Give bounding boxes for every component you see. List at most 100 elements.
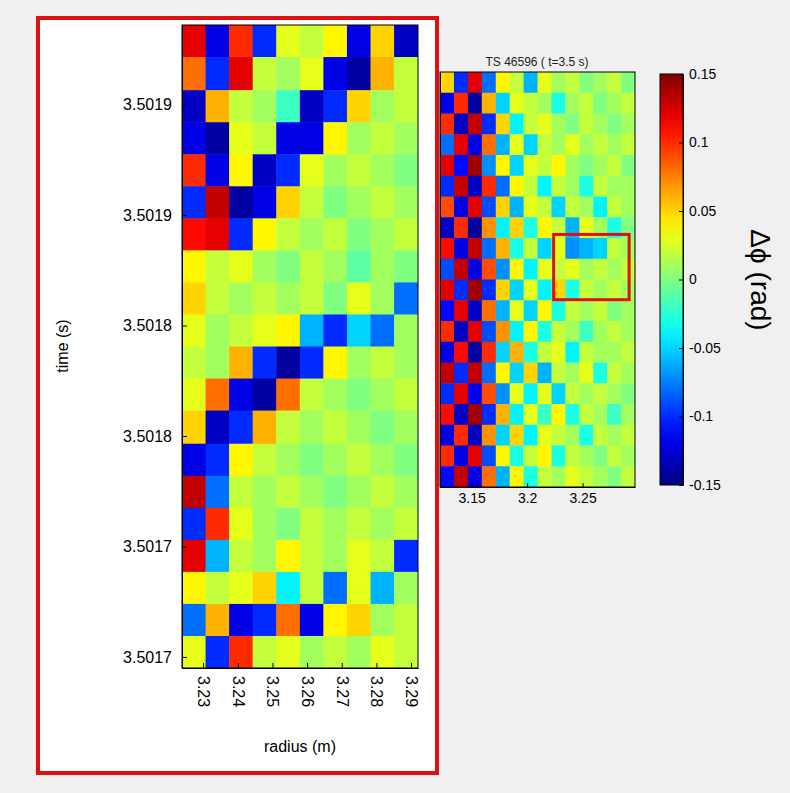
title: TS 46596 ( t=3.5 s) xyxy=(485,55,588,69)
cell xyxy=(182,540,206,573)
cell xyxy=(454,72,468,93)
cell xyxy=(347,379,371,412)
cell xyxy=(593,321,607,342)
cell xyxy=(468,114,482,135)
cell xyxy=(253,508,277,541)
tick: 3.24 xyxy=(230,663,247,707)
cell xyxy=(323,154,347,187)
cell xyxy=(229,540,253,573)
cell xyxy=(440,155,454,176)
tick: 3.5017 xyxy=(123,649,187,666)
cell xyxy=(593,114,607,135)
cell xyxy=(182,25,206,58)
cell xyxy=(253,154,277,187)
cell xyxy=(323,218,347,251)
cell xyxy=(621,197,635,218)
cell xyxy=(621,404,635,425)
tick-mark xyxy=(272,663,273,668)
cell xyxy=(482,72,496,93)
cell xyxy=(206,540,230,573)
cell xyxy=(347,90,371,123)
cell xyxy=(551,155,565,176)
cell xyxy=(551,197,565,218)
cell xyxy=(482,446,496,467)
cell xyxy=(300,572,324,605)
cell xyxy=(253,218,277,251)
cell xyxy=(371,154,395,187)
cell xyxy=(496,259,510,280)
cell xyxy=(454,446,468,467)
cell xyxy=(621,155,635,176)
cell xyxy=(496,404,510,425)
tick-label: 3.28 xyxy=(368,676,385,707)
cell xyxy=(300,508,324,541)
cell xyxy=(323,347,347,380)
tick: -0.15 xyxy=(679,477,721,493)
cell xyxy=(206,379,230,412)
cell xyxy=(454,404,468,425)
cell xyxy=(538,197,552,218)
cell xyxy=(300,218,324,251)
cell xyxy=(538,300,552,321)
cell xyxy=(621,176,635,197)
cell xyxy=(538,466,552,487)
cell xyxy=(206,604,230,637)
cell xyxy=(482,114,496,135)
cell xyxy=(347,154,371,187)
cell xyxy=(593,363,607,384)
cell xyxy=(371,379,395,412)
tick-label: 3.27 xyxy=(334,676,351,707)
axis-line xyxy=(440,73,441,488)
tick: 0.05 xyxy=(679,203,716,219)
cell xyxy=(394,57,418,91)
cell xyxy=(579,404,593,425)
cell xyxy=(621,93,635,114)
cell xyxy=(579,383,593,404)
cell xyxy=(551,114,565,135)
tick: 3.5019 xyxy=(123,207,187,224)
zoom-box xyxy=(554,234,629,299)
axis-title: radius (m) xyxy=(264,738,336,755)
cell xyxy=(621,114,635,135)
axis-title: time (s) xyxy=(54,319,71,372)
cell xyxy=(551,93,565,114)
cell xyxy=(276,444,300,477)
figure: 3.153.23.25TS 46596 ( t=3.5 s)-0.15-0.1-… xyxy=(0,0,790,793)
cell xyxy=(253,122,277,155)
cell xyxy=(621,300,635,321)
tick-label: 3.15 xyxy=(459,490,486,506)
cell xyxy=(524,217,538,238)
cell xyxy=(496,155,510,176)
cell xyxy=(538,342,552,363)
tick-mark xyxy=(376,663,377,668)
cell xyxy=(607,134,621,155)
cell xyxy=(347,508,371,541)
cell xyxy=(551,383,565,404)
cell xyxy=(347,282,371,315)
cell xyxy=(551,363,565,384)
cell xyxy=(510,300,524,321)
cell xyxy=(579,93,593,114)
cell xyxy=(276,347,300,380)
cell xyxy=(524,72,538,93)
tick: 0 xyxy=(679,271,697,287)
cell xyxy=(300,314,324,347)
cell xyxy=(551,176,565,197)
cell xyxy=(276,218,300,251)
axis: 3.50173.50173.50183.50183.50193.5019 xyxy=(123,26,187,669)
cell xyxy=(593,176,607,197)
cell xyxy=(253,379,277,412)
tick-mark xyxy=(679,74,683,75)
cell xyxy=(323,604,347,637)
cell xyxy=(454,197,468,218)
tick-mark xyxy=(679,211,683,212)
cell xyxy=(496,72,510,93)
cell xyxy=(482,425,496,446)
cell xyxy=(300,154,324,187)
cell xyxy=(182,636,206,668)
tick-label: 3.2 xyxy=(518,490,538,506)
cell xyxy=(229,90,253,123)
cell xyxy=(607,238,621,259)
cell xyxy=(579,342,593,363)
cell xyxy=(182,379,206,412)
